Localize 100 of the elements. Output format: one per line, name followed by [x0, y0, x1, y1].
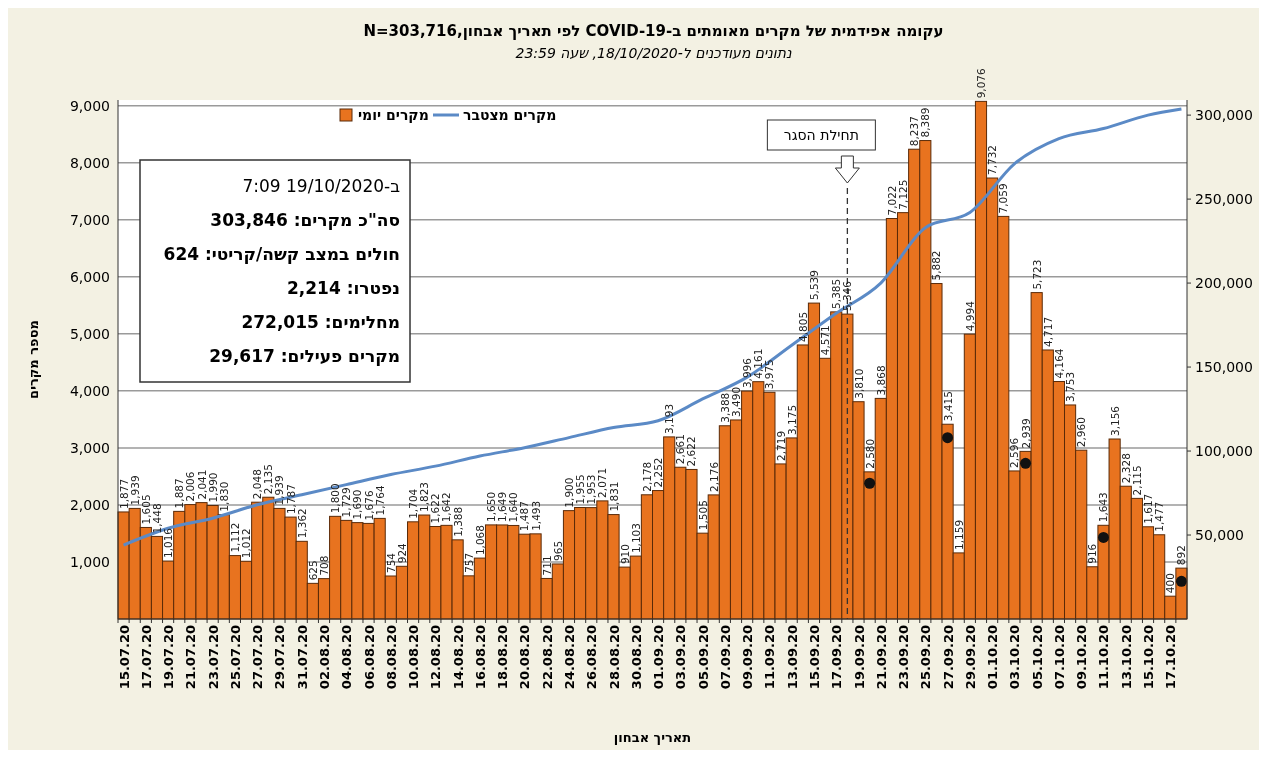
data-label: 2,596: [1008, 437, 1021, 468]
data-label: 1,887: [173, 478, 186, 509]
data-label: 1,877: [117, 478, 130, 509]
data-label: 2,252: [652, 457, 665, 488]
data-label: 5,385: [830, 278, 843, 309]
data-label: 1,643: [1097, 492, 1110, 523]
data-label: 2,661: [674, 434, 687, 465]
y-tick-label: 4,000: [69, 382, 110, 399]
annotation: סה"כ מקרים: 303,846: [210, 210, 400, 230]
x-tick-label: 01.10.20: [985, 625, 1001, 690]
data-label: 3,388: [718, 392, 731, 423]
point: [864, 477, 876, 489]
x-tick-label: 01.09.20: [651, 625, 667, 690]
data-label: 1,640: [507, 492, 520, 523]
x-tick-label: 29.07.20: [272, 625, 288, 690]
x-tick-label: 17.09.20: [829, 625, 845, 690]
data-label: 754: [384, 552, 397, 573]
data-label: 5,346: [841, 280, 854, 312]
x-tick-label: 15.07.20: [116, 625, 132, 690]
data-label: 625: [306, 560, 319, 581]
data-label: 3,996: [741, 357, 754, 389]
chart-title: עקומה אפידמית של מקרים מאומתים ב-COVID-19 לפי תאריך אבחון,N=303,716: [363, 22, 944, 40]
data-label: 1,900: [562, 477, 575, 508]
data-label: 1,787: [284, 484, 297, 515]
data-label: 2,622: [685, 436, 698, 467]
x-tick-label: 13.10.20: [1118, 625, 1134, 690]
legend-label: מקרים יומי: [358, 107, 429, 123]
data-label: 4,805: [796, 311, 809, 342]
x-tick-label: 05.10.20: [1029, 625, 1045, 690]
x-tick-label: 03.10.20: [1007, 625, 1023, 690]
y-tick-label: 9,000: [69, 97, 110, 114]
data-label: 1,068: [473, 525, 486, 556]
point: [942, 432, 954, 444]
data-label: 2,041: [195, 469, 208, 500]
data-label: 1,649: [496, 491, 509, 522]
data-label: 1,477: [1153, 501, 1166, 532]
data-label: 1,448: [150, 503, 163, 534]
data-label: 2,178: [640, 461, 653, 492]
y2-tick-label: 100,000: [1195, 443, 1253, 460]
data-label: 3,156: [1108, 405, 1121, 436]
data-label: 892: [1175, 545, 1188, 566]
data-label: 924: [395, 542, 408, 564]
y-tick-label: 6,000: [69, 268, 110, 285]
data-label: 1,617: [1142, 493, 1155, 524]
data-label: 1,729: [340, 487, 353, 518]
y-tick-label: 2,000: [69, 496, 110, 513]
x-tick-label: 27.09.20: [940, 625, 956, 690]
data-label: 1,112: [228, 522, 241, 553]
x-tick-label: 21.07.20: [183, 625, 199, 690]
x-tick-label: 28.08.20: [606, 625, 622, 690]
data-label: 1,016: [162, 527, 175, 559]
data-label: 1,642: [440, 492, 453, 523]
point: [1097, 531, 1109, 543]
data-label: 4,571: [819, 325, 832, 356]
x-tick-label: 02.08.20: [317, 625, 333, 690]
data-label: 1,159: [952, 519, 965, 550]
data-label: 2,176: [707, 461, 720, 492]
data-label: 3,415: [941, 391, 954, 422]
data-label: 1,939: [273, 475, 286, 506]
data-label: 1,704: [407, 488, 420, 519]
x-tick-label: 23.09.20: [896, 625, 912, 690]
x-axis-title: תאריך אבחון: [613, 730, 692, 745]
data-label: 711: [540, 555, 553, 576]
y-tick-label: 7,000: [69, 211, 110, 228]
data-label: 1,830: [217, 481, 230, 512]
x-tick-label: 04.08.20: [339, 625, 355, 690]
y-tick-label: 3,000: [69, 439, 110, 456]
x-tick-label: 09.10.20: [1074, 625, 1090, 690]
data-label: 2,939: [1019, 418, 1032, 449]
x-tick-label: 13.09.20: [784, 625, 800, 690]
data-label: 1,622: [429, 493, 442, 524]
data-label: 1,103: [629, 523, 642, 554]
x-tick-label: 03.09.20: [673, 625, 689, 690]
x-tick-label: 18.08.20: [495, 625, 511, 690]
annotation: תחילת הסגר: [783, 127, 859, 143]
data-label: 4,717: [1041, 316, 1054, 347]
x-tick-label: 20.08.20: [517, 625, 533, 690]
data-label: 2,960: [1075, 417, 1088, 448]
x-tick-label: 17.07.20: [138, 625, 154, 690]
x-tick-label: 07.09.20: [717, 625, 733, 690]
data-label: 1,955: [574, 474, 587, 505]
annotation: חולים במצב קשה/קריטי: 624: [163, 244, 400, 264]
data-label: 3,753: [1064, 371, 1077, 402]
annotation: נפטרו: 2,214: [287, 278, 400, 298]
data-label: 1,388: [451, 506, 464, 537]
data-label: 8,237: [908, 116, 921, 147]
x-tick-label: 11.09.20: [762, 625, 778, 690]
x-tick-label: 23.07.20: [205, 625, 221, 690]
y2-tick-label: 200,000: [1195, 275, 1253, 292]
data-label: 1,493: [529, 500, 542, 531]
x-tick-label: 29.09.20: [962, 625, 978, 690]
data-label: 7,732: [986, 144, 999, 176]
data-label: 1,990: [206, 472, 219, 503]
data-label: 3,193: [663, 403, 676, 434]
data-label: 400: [1164, 573, 1177, 594]
data-label: 708: [318, 555, 331, 576]
x-tick-label: 17.10.20: [1163, 625, 1179, 690]
chart-subtitle: נתונים מעודכנים ל-18/10/2020, שעה 23:59: [515, 45, 792, 61]
data-label: 2,115: [1130, 465, 1143, 496]
annotation: ב-19/10/2020 7:09: [242, 176, 401, 196]
